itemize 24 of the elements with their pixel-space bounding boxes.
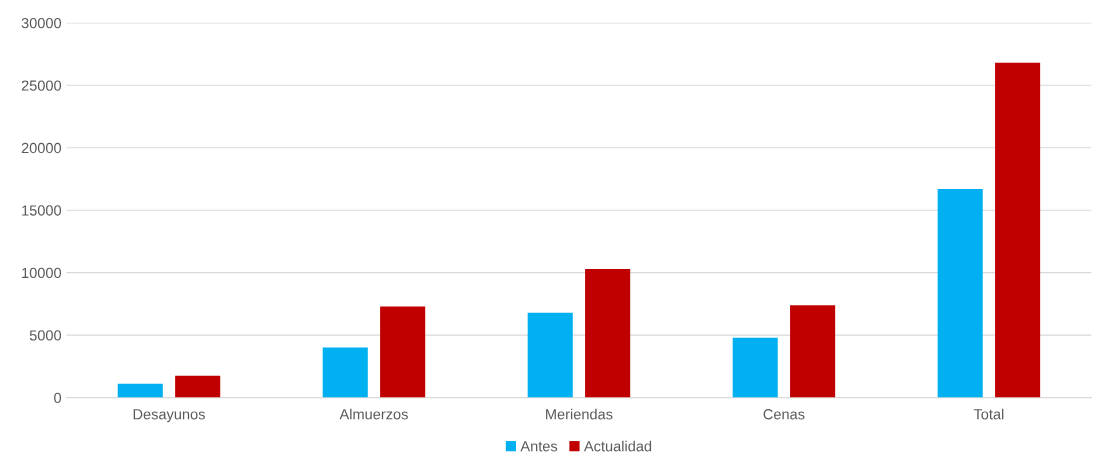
x-tick-label: Cenas (763, 409, 805, 420)
y-tick-label: 0 (54, 392, 62, 404)
bar (175, 375, 221, 398)
x-tick-label: Meriendas (546, 408, 613, 420)
bar (380, 306, 426, 398)
bar (732, 337, 778, 398)
y-tick-label: 10000 (22, 267, 62, 279)
bar (937, 188, 983, 398)
x-tick-label: Almuerzos (339, 408, 408, 420)
legend-label: Actualidad (583, 440, 652, 452)
x-tick-label: Total (973, 408, 1004, 420)
bar (995, 62, 1041, 398)
y-tick-label: 20000 (21, 142, 62, 154)
bar (585, 268, 631, 398)
bar (527, 312, 573, 398)
y-tick-label: 30000 (21, 17, 62, 29)
bar (117, 383, 163, 398)
x-tick-label: Desayunos (133, 409, 205, 423)
bar (790, 305, 836, 398)
legend-label: Antes (520, 441, 558, 452)
y-tick-label: 5000 (29, 330, 62, 341)
y-tick-label: 25000 (21, 80, 62, 91)
bar (322, 347, 368, 398)
y-tick-label: 15000 (22, 205, 62, 216)
